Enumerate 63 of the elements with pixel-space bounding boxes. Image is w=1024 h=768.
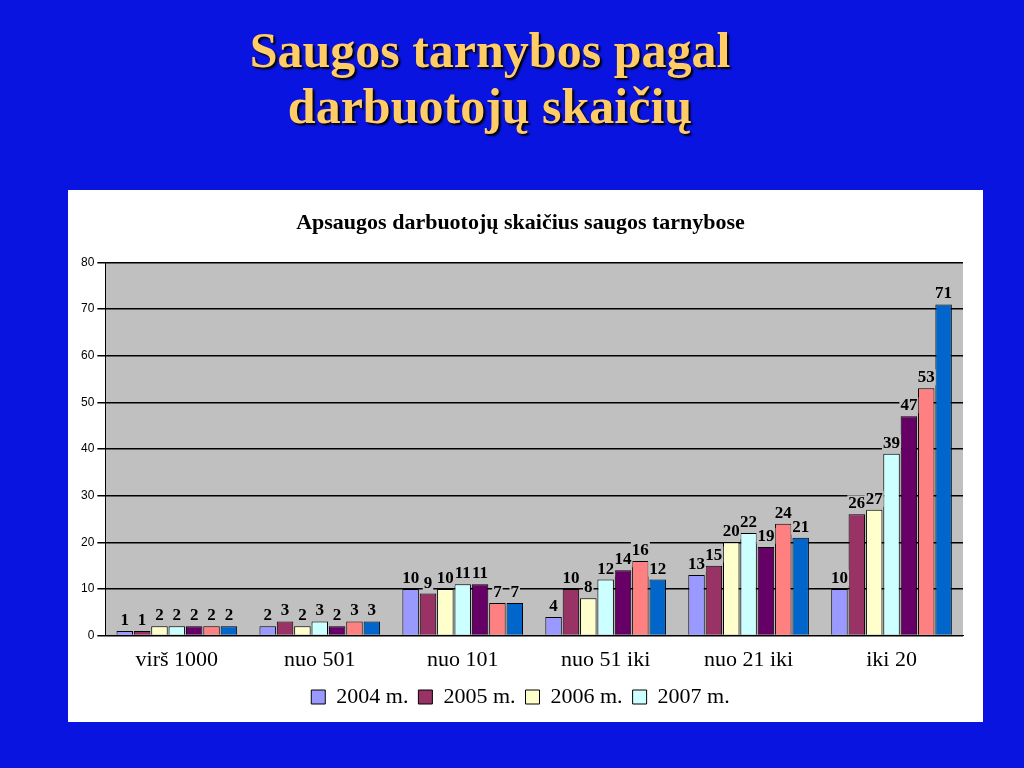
data-label: 10 <box>562 567 580 587</box>
data-label: 2 <box>224 605 234 625</box>
x-tick-label: virš 1000 <box>135 645 219 671</box>
data-label: 1 <box>137 609 147 629</box>
data-label: 9 <box>423 572 433 592</box>
data-label: 20 <box>722 521 740 541</box>
x-tick-label: nuo 21 iki <box>703 645 794 671</box>
legend-label: 2007 m. <box>657 682 730 708</box>
data-label: 3 <box>315 600 325 620</box>
data-label: 2 <box>263 605 272 625</box>
data-label: 71 <box>935 283 953 303</box>
data-label: 11 <box>454 563 471 583</box>
data-label: 7 <box>493 581 503 601</box>
text: Saugos tarnybos pagal darbuotojų skaičių <box>248 22 732 134</box>
y-tick-label: 80 <box>80 254 95 269</box>
data-label: 2 <box>207 605 216 625</box>
y-tick-label: 50 <box>80 394 95 409</box>
legend-label: 2005 m. <box>443 682 516 708</box>
x-tick-label: iki 20 <box>866 645 917 671</box>
y-tick-label: 40 <box>80 441 95 456</box>
legend-label: 2006 m. <box>550 682 623 708</box>
data-label: 12 <box>597 558 615 578</box>
data-label: 19 <box>757 525 775 545</box>
data-label: 12 <box>649 558 667 578</box>
data-label: 53 <box>917 367 935 387</box>
data-label: 8 <box>584 577 593 597</box>
y-tick-label: 60 <box>80 348 95 363</box>
x-tick-label: nuo 51 iki <box>561 645 651 671</box>
data-label: 47 <box>900 395 918 415</box>
y-tick-label: 0 <box>87 627 95 642</box>
data-label: 2 <box>298 605 307 625</box>
data-label: 21 <box>792 516 810 536</box>
data-label: 7 <box>510 581 520 601</box>
data-label: 2 <box>332 605 342 625</box>
data-label: 11 <box>472 563 489 583</box>
data-label: 27 <box>865 488 884 508</box>
data-label: 10 <box>830 567 848 587</box>
data-label: 26 <box>848 493 866 513</box>
data-label: 3 <box>350 600 359 620</box>
y-tick-label: 20 <box>80 534 95 549</box>
data-label: 2 <box>189 605 199 625</box>
legend-label: 2004 m. <box>336 682 409 708</box>
y-tick-label: 10 <box>80 581 95 596</box>
data-label: 4 <box>549 595 559 615</box>
data-label: 39 <box>883 432 901 452</box>
data-label: 13 <box>688 553 706 573</box>
data-label: 14 <box>614 549 632 569</box>
data-label: 24 <box>774 502 793 522</box>
data-label: 15 <box>705 544 723 564</box>
data-label: 10 <box>436 567 454 587</box>
x-tick-label: nuo 501 <box>284 645 356 671</box>
chart-title: Apsaugos darbuotojų skaičius saugos tarnybose <box>296 208 746 234</box>
data-label: 10 <box>402 567 420 587</box>
data-label: 3 <box>367 600 377 620</box>
data-label: 2 <box>172 605 182 625</box>
data-label: 2 <box>155 605 164 625</box>
data-label: 1 <box>120 609 129 629</box>
data-label: 22 <box>740 511 758 531</box>
data-label: 3 <box>280 600 290 620</box>
data-label: 16 <box>631 539 649 559</box>
y-tick-label: 70 <box>80 301 95 316</box>
x-tick-label: nuo 101 <box>426 645 499 671</box>
y-tick-label: 30 <box>80 487 95 502</box>
